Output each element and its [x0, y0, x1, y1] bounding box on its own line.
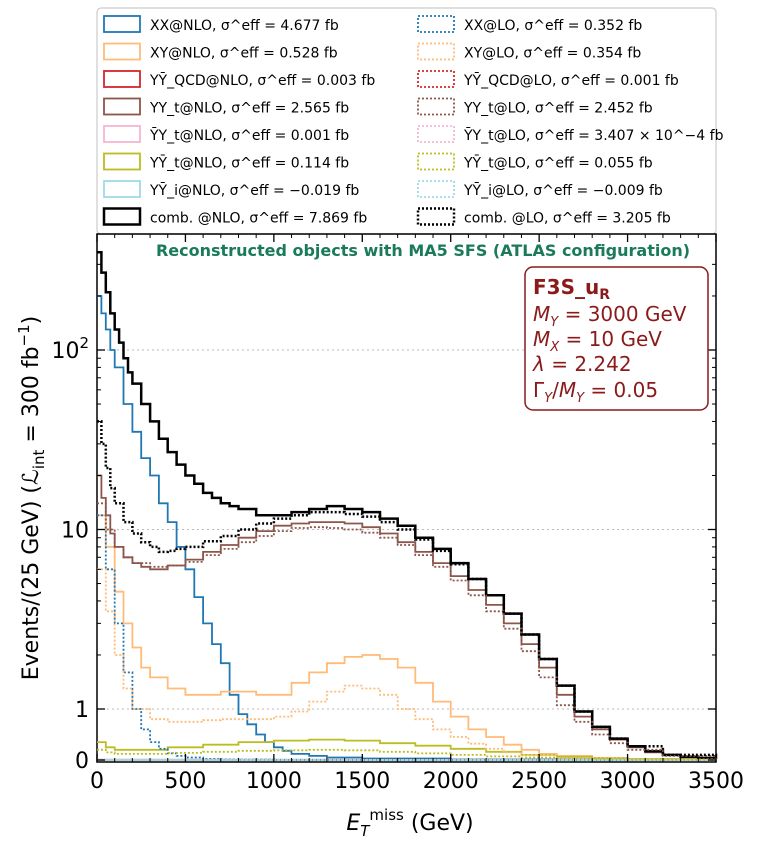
model-line-width: ΓY/MY = 0.05	[533, 378, 658, 406]
legend-swatch-11	[417, 97, 455, 116]
legend-swatch-13	[417, 152, 455, 171]
legend: XX@NLO, σ^eff = 4.677 fb XY@NLO, σ^eff = …	[96, 7, 724, 235]
legend-label-9: XY@LO, σ^eff = 0.354 fb	[464, 46, 641, 62]
model-line-mx: MX = 10 GeV	[533, 327, 662, 355]
x-tick-label-2: 1000	[246, 769, 302, 794]
series-line-15	[97, 420, 718, 759]
y-tick-label-1: 1	[75, 698, 89, 723]
legend-label-1: XY@NLO, σ^eff = 0.528 fb	[150, 46, 338, 62]
legend-swatch-1	[103, 42, 141, 61]
series-line-0	[97, 295, 717, 761]
legend-swatch-9	[417, 42, 455, 61]
legend-label-11: YY_t@LO, σ^eff = 2.452 fb	[463, 101, 653, 117]
x-tick-label-3: 1500	[334, 769, 390, 794]
legend-label-15: comb. @LO, σ^eff = 3.205 fb	[464, 211, 671, 227]
legend-frame	[96, 7, 717, 235]
model-box-frame	[524, 266, 709, 411]
series-line-1	[97, 514, 717, 760]
legend-swatch-0	[103, 15, 141, 33]
y-tick-label-0: 0	[75, 749, 89, 774]
series-line-11	[97, 502, 717, 759]
model-line-my: MY = 3000 GeV	[533, 302, 687, 330]
legend-swatch-8	[417, 15, 455, 33]
x-tick-label-5: 2500	[511, 769, 567, 794]
legend-swatch-6	[103, 180, 141, 198]
legend-label-3: YY_t@NLO, σ^eff = 2.565 fb	[149, 101, 349, 117]
y-axis-label: Events/(25 GeV) (ℒint = 300 fb−1)	[15, 316, 48, 681]
series-line-5	[97, 738, 717, 760]
legend-swatch-5	[103, 152, 141, 171]
plot-frame	[96, 233, 717, 763]
legend-swatch-4	[103, 125, 141, 143]
legend-swatch-2	[103, 70, 141, 88]
plot-annotation-title: Reconstructed objects with MA5 SFS (ATLA…	[156, 241, 690, 260]
x-tick-label-0: 0	[90, 769, 104, 794]
model-line-lambda: λ = 2.242	[532, 352, 632, 376]
series-line-9	[97, 568, 717, 761]
x-tick-label-4: 2000	[423, 769, 479, 794]
legend-swatch-10	[417, 70, 455, 88]
legend-label-4: ȲY_t@NLO, σ^eff = 0.001 fb	[149, 127, 349, 144]
legend-label-12: ȲY_t@LO, σ^eff = 3.407 × 10^−4 fb	[463, 127, 724, 144]
legend-label-0: XX@NLO, σ^eff = 4.677 fb	[150, 18, 339, 34]
x-tick-label-6: 3000	[600, 769, 656, 794]
series-line-8	[97, 514, 717, 761]
legend-label-14: YȲ_i@LO, σ^eff = −0.009 fb	[463, 182, 663, 199]
legend-label-5: YȲ_t@NLO, σ^eff = 0.114 fb	[149, 155, 349, 172]
y-tick-label-2: 10	[61, 519, 89, 544]
legend-swatch-14	[417, 180, 455, 198]
y-tick-label-3: 102	[51, 334, 89, 364]
legend-label-2: YȲ_QCD@NLO, σ^eff = 0.003 fb	[149, 72, 375, 89]
model-name: F3S_uR	[533, 275, 610, 303]
legend-swatch-3	[103, 97, 141, 116]
legend-label-6: YȲ_i@NLO, σ^eff = −0.019 fb	[149, 182, 359, 199]
series-line-3	[97, 474, 717, 759]
legend-swatch-15	[416, 207, 456, 226]
plot-area: 0 500 1000 1500 2000 2500 3000 3500 0 1 10 102	[51, 233, 744, 794]
legend-swatch-12	[417, 125, 455, 143]
x-tick-label-1: 500	[164, 769, 206, 794]
legend-label-7: comb. @NLO, σ^eff = 7.869 fb	[150, 211, 367, 227]
x-axis-label: ETmiss (GeV)	[346, 806, 473, 840]
legend-label-8: XX@LO, σ^eff = 0.352 fb	[464, 18, 642, 34]
x-tick-label-7: 3500	[688, 769, 744, 794]
model-box: F3S_uR MY = 3000 GeV MX = 10 GeV λ = 2.2…	[524, 266, 709, 411]
legend-label-10: YȲ_QCD@LO, σ^eff = 0.001 fb	[463, 72, 679, 89]
series-line-13	[97, 748, 717, 761]
legend-swatch-7	[102, 207, 142, 226]
legend-label-13: YȲ_t@LO, σ^eff = 0.055 fb	[463, 155, 653, 172]
